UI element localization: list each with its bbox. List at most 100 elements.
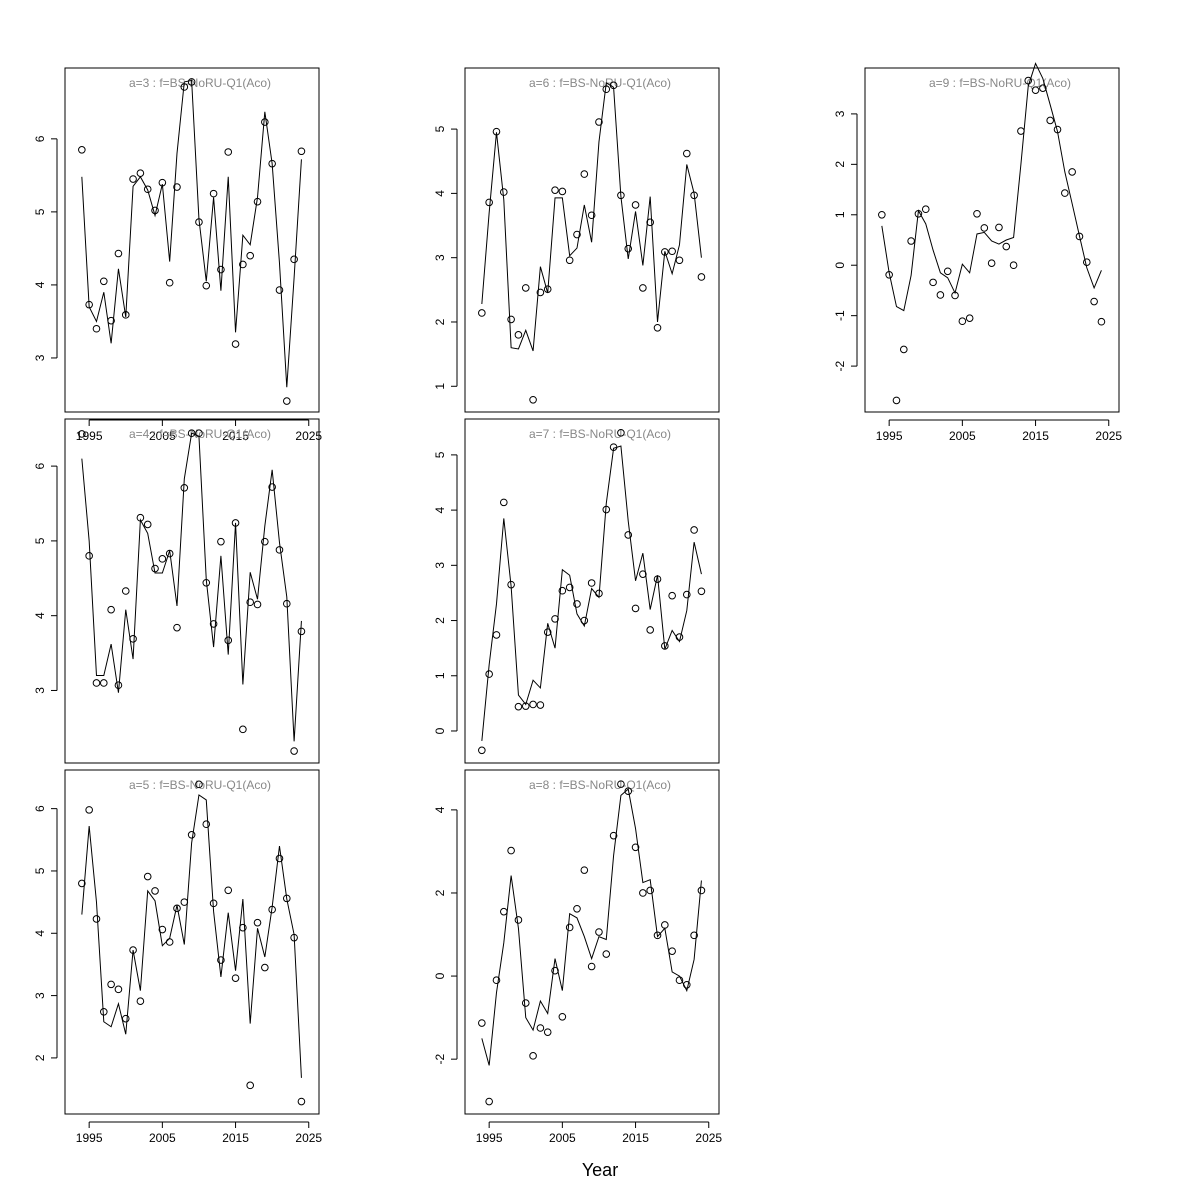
- y-tick-label: 4: [433, 190, 447, 197]
- data-point: [282, 397, 291, 405]
- data-point: [246, 1081, 254, 1090]
- data-point: [173, 623, 181, 632]
- data-point: [543, 1028, 552, 1036]
- data-point: [595, 928, 603, 936]
- data-point: [507, 315, 515, 324]
- data-point: [290, 747, 298, 755]
- y-tick-label: 0: [433, 972, 447, 979]
- data-point: [573, 600, 581, 608]
- x-tick-label: 2005: [549, 1131, 576, 1145]
- data-point: [558, 187, 567, 196]
- data-point: [114, 249, 123, 258]
- data-point: [899, 345, 908, 354]
- data-point: [631, 604, 640, 613]
- panel-title: a=3 : f=BS-NoRU-Q1(Aco): [129, 76, 271, 90]
- data-point: [973, 209, 981, 218]
- y-tick-label: 3: [433, 562, 447, 569]
- data-point: [78, 430, 86, 438]
- data-point: [543, 628, 552, 636]
- data-point: [492, 631, 501, 639]
- panel-title: a=8 : f=BS-NoRU-Q1(Aco): [529, 778, 671, 792]
- data-point: [239, 260, 247, 269]
- data-point: [617, 780, 625, 788]
- x-tick-label: 1995: [76, 1131, 103, 1145]
- data-point: [180, 898, 189, 906]
- fitted-line: [81, 79, 302, 388]
- data-point: [165, 938, 174, 946]
- data-point: [995, 223, 1003, 232]
- data-point: [165, 278, 174, 287]
- data-point: [231, 974, 240, 982]
- data-point: [217, 537, 225, 546]
- data-point: [646, 218, 654, 227]
- y-tick-label: 5: [433, 125, 447, 132]
- panel-frame: [464, 67, 720, 413]
- data-point: [536, 1024, 545, 1032]
- data-point: [78, 879, 86, 888]
- data-point: [907, 237, 915, 245]
- panel-frame: [464, 769, 720, 1115]
- panel-frame: [864, 67, 1120, 413]
- data-point: [587, 579, 596, 587]
- x-axis-title: Year: [582, 1160, 618, 1180]
- data-point: [253, 918, 262, 927]
- data-point: [639, 570, 647, 578]
- data-point: [1009, 261, 1018, 270]
- panel-title: a=6 : f=BS-NoRU-Q1(Aco): [529, 76, 671, 90]
- data-point: [165, 549, 174, 558]
- data-point: [587, 962, 596, 971]
- data-point: [617, 429, 625, 437]
- data-point: [929, 278, 937, 287]
- data-point: [514, 916, 523, 924]
- x-tick-label: 2025: [695, 1131, 722, 1145]
- data-point: [1090, 297, 1098, 306]
- y-tick-label: 3: [33, 354, 47, 361]
- data-point: [558, 1012, 567, 1021]
- data-point: [499, 907, 508, 916]
- data-point: [485, 1097, 493, 1106]
- y-tick-label: 2: [833, 161, 847, 168]
- fitted-line: [481, 445, 702, 741]
- data-point: [478, 746, 486, 755]
- data-point: [261, 537, 269, 546]
- y-tick-label: 5: [433, 451, 447, 458]
- data-point: [595, 118, 603, 126]
- data-point: [217, 956, 225, 964]
- data-point: [485, 670, 493, 678]
- data-point: [231, 340, 240, 348]
- data-point: [209, 620, 218, 628]
- data-point: [173, 904, 181, 913]
- data-point: [936, 291, 945, 299]
- y-tick-label: 5: [33, 208, 47, 215]
- data-point: [282, 894, 291, 903]
- data-point: [99, 679, 108, 687]
- data-point: [195, 780, 203, 789]
- data-point: [529, 395, 537, 404]
- x-tick-label: 2015: [1022, 429, 1049, 443]
- y-tick-label: 3: [33, 992, 47, 999]
- y-tick-label: 6: [33, 462, 47, 469]
- data-point: [1082, 258, 1091, 266]
- fitted-line: [481, 81, 702, 352]
- data-point: [653, 323, 662, 332]
- data-point: [631, 843, 640, 852]
- data-point: [558, 586, 567, 595]
- x-tick-label: 1995: [876, 429, 903, 443]
- data-point: [1031, 86, 1040, 94]
- data-point: [158, 925, 167, 934]
- data-point: [85, 806, 93, 814]
- data-point: [275, 854, 284, 863]
- data-point: [246, 251, 254, 260]
- data-point: [224, 148, 233, 156]
- y-tick-label: 0: [833, 262, 847, 269]
- y-tick-label: 5: [33, 867, 47, 874]
- fitted-line: [881, 62, 1102, 312]
- y-tick-label: 6: [33, 805, 47, 812]
- data-point: [682, 149, 691, 158]
- data-point: [187, 831, 196, 839]
- panel-frame: [64, 418, 320, 764]
- data-point: [639, 889, 647, 897]
- fitted-line: [481, 788, 702, 1066]
- data-point: [668, 247, 676, 256]
- data-point: [1097, 317, 1106, 326]
